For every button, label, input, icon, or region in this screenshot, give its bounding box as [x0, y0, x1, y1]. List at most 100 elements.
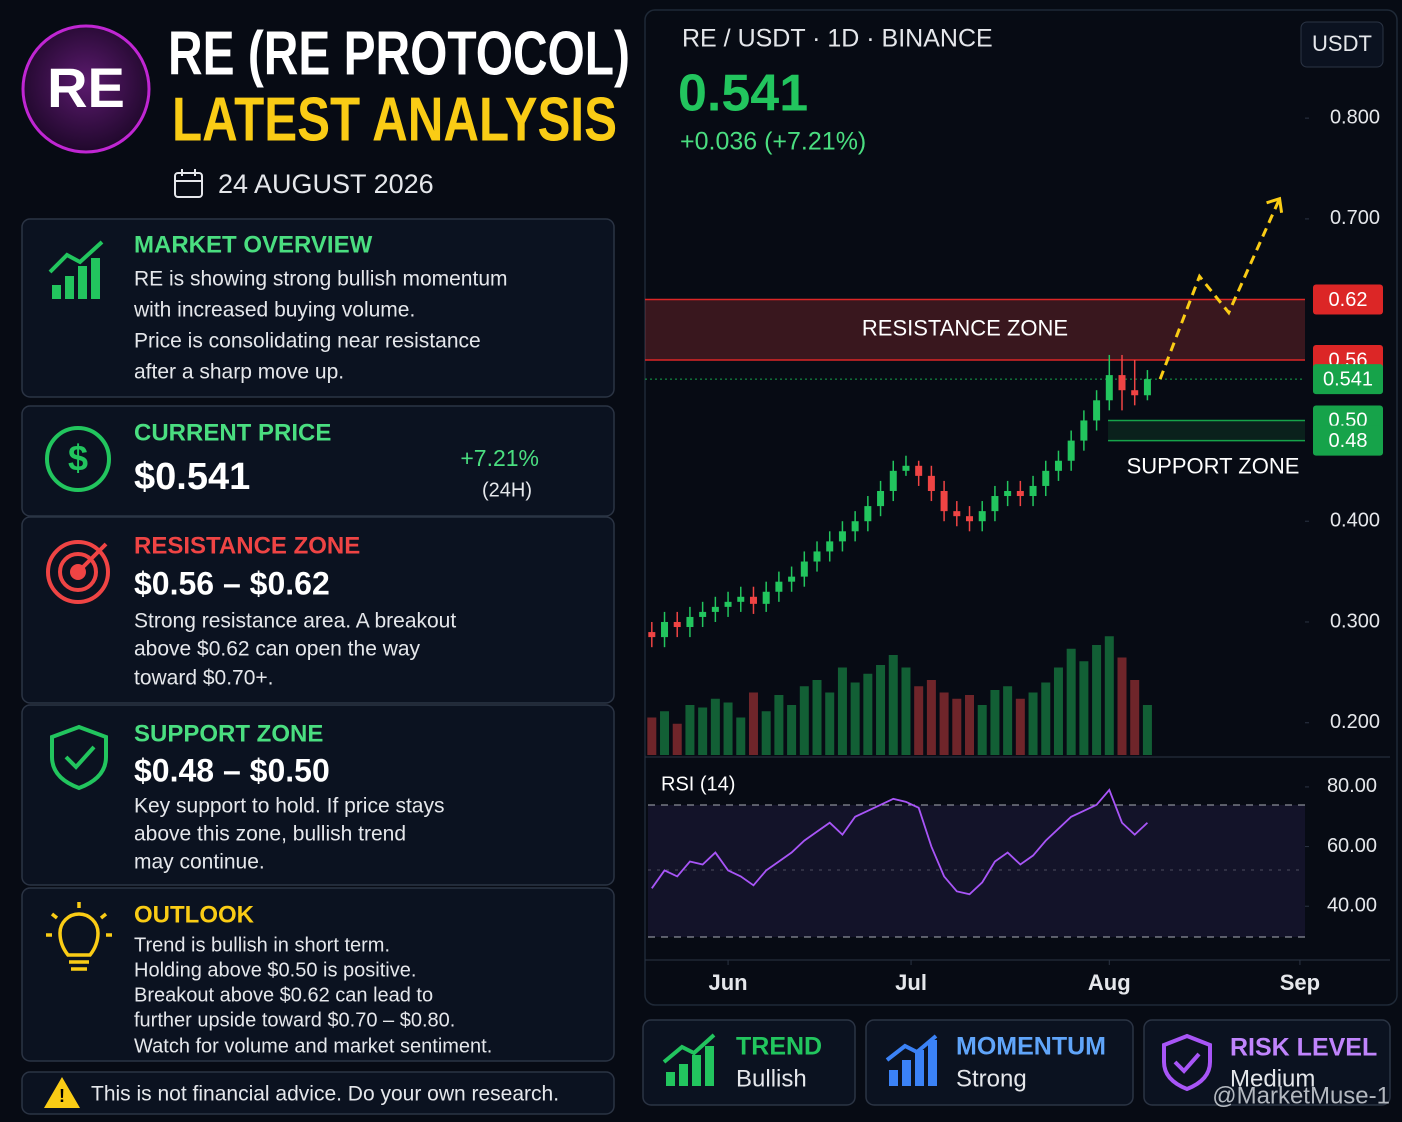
level-label: 0.48: [1329, 430, 1368, 452]
card-text: with increased buying volume.: [133, 299, 415, 322]
candle-body: [851, 521, 859, 532]
volume-bar: [647, 717, 657, 755]
volume-bar: [952, 698, 962, 755]
volume-bar: [1053, 667, 1063, 755]
candle-body: [724, 601, 732, 607]
summary-title: RISK LEVEL: [1230, 1034, 1377, 1062]
volume-bar: [761, 711, 771, 755]
rsi-chart: RSI (14) 40.00 60.00 80.00: [648, 773, 1377, 938]
currency[interactable]: USDT: [1312, 31, 1372, 56]
candle-body: [1131, 390, 1139, 396]
volume-bar: [723, 702, 733, 755]
card-text: Trend is bullish in short term.: [134, 934, 390, 956]
volume-bar: [1003, 686, 1013, 755]
volume-bar: [1041, 682, 1051, 755]
candle-body: [775, 581, 783, 592]
chart-panel: [644, 9, 1398, 1006]
candle-body: [1118, 375, 1126, 391]
card-text: toward $0.70+.: [134, 667, 274, 690]
volume-bar: [901, 667, 911, 755]
candle-body: [889, 470, 897, 491]
card-text: RE is showing strong bullish momentum: [134, 268, 508, 291]
dollar-icon: $: [68, 438, 88, 479]
date: 24 AUGUST 2026: [218, 169, 434, 199]
volume-bar: [863, 673, 873, 755]
rsi-line: [651, 788, 1149, 896]
candle-body: [953, 511, 961, 517]
candle-body: [915, 465, 923, 476]
candle-body: [1105, 375, 1113, 401]
candle-body: [673, 621, 681, 628]
card-title: SUPPORT ZONE: [134, 720, 323, 747]
volume-bar: [977, 705, 987, 755]
volume-bar: [1066, 648, 1076, 755]
card-text: above $0.62 can open the way: [134, 638, 421, 661]
summary-value: Medium: [1230, 1065, 1315, 1092]
volume-bar: [990, 690, 1000, 755]
candle-body: [826, 541, 834, 552]
volume-bar: [672, 723, 682, 755]
card: [21, 218, 615, 398]
card: [21, 516, 615, 704]
rsi-band: [648, 805, 1305, 937]
candle-body: [978, 511, 986, 522]
y-tick-label: 0.800: [1330, 106, 1380, 128]
candle-body: [864, 506, 872, 522]
volume-bar: [926, 680, 936, 755]
candle-body: [877, 490, 885, 507]
candle-body: [940, 490, 948, 512]
disclaimer-box: [21, 1071, 615, 1115]
volume-bar: [914, 686, 924, 755]
y-tick-label: 0.200: [1330, 711, 1380, 733]
candle-body: [661, 621, 669, 638]
summary-value: Strong: [956, 1065, 1027, 1092]
card-text: may continue.: [134, 851, 265, 874]
card-text: above this zone, bullish trend: [134, 823, 406, 846]
rsi-title: RSI (14): [661, 773, 735, 795]
summary-title: TREND: [736, 1033, 822, 1061]
x-tick-label: Aug: [1088, 970, 1131, 995]
volume-bar: [965, 695, 975, 755]
volume-bar: [888, 655, 898, 755]
price-change: +0.036 (+7.21%): [680, 128, 866, 156]
candle-body: [991, 496, 999, 512]
volume-bar: [1079, 661, 1089, 755]
volume-bar: [748, 692, 758, 755]
candle-body: [788, 576, 796, 582]
volume-bar: [939, 692, 949, 755]
candle-body: [1093, 400, 1101, 421]
volume-bar: [825, 692, 835, 755]
range: $0.48 – $0.50: [134, 752, 330, 788]
chart-icon: [48, 240, 104, 299]
currency-button[interactable]: [1300, 21, 1384, 68]
volume-bar: [685, 705, 695, 755]
subtitle: LATEST ANALYSIS: [172, 85, 617, 154]
svg-text:!: !: [59, 1086, 65, 1106]
candle-body: [686, 616, 694, 628]
card: [21, 405, 615, 517]
volume-bar: [812, 680, 822, 755]
card-title: MARKET OVERVIEW: [134, 231, 373, 258]
level-label: 0.541: [1323, 368, 1373, 390]
card: [21, 887, 615, 1062]
candle-body: [1143, 379, 1151, 396]
logo: [21, 24, 151, 154]
volume-bar: [876, 665, 886, 755]
card-title: RESISTANCE ZONE: [134, 532, 360, 559]
zone-label: SUPPORT ZONE: [1127, 453, 1300, 478]
range: $0.56 – $0.62: [134, 565, 330, 601]
volume-bar: [1142, 705, 1152, 755]
volume-bar: [799, 686, 809, 755]
calendar-icon: [174, 169, 203, 198]
pair: RE / USDT · 1D · BINANCE: [682, 25, 993, 53]
zone-label: RESISTANCE ZONE: [862, 316, 1068, 341]
risk-icon: [1162, 1033, 1212, 1092]
volume-bar: [660, 711, 670, 755]
candle-body: [966, 516, 974, 522]
projection-arrow: [1266, 196, 1284, 213]
candle-body: [1004, 490, 1012, 497]
candle-body: [813, 551, 821, 562]
candle-body: [762, 591, 770, 604]
